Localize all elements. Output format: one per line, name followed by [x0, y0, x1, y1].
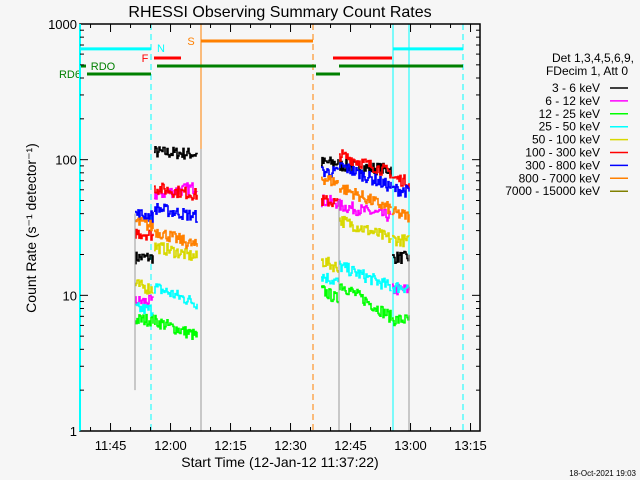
- series-3-segment-1: [154, 283, 198, 310]
- series-7-segment-4: [392, 206, 410, 223]
- series-1-segment-1: [154, 182, 198, 200]
- axes: 11:45 12:00 12:15 12:30 12:45 13:00 13:15 1 10 10…: [48, 17, 487, 453]
- series-6-segment-0: [135, 209, 154, 224]
- y-tick-label: 1: [70, 424, 77, 439]
- legend-entry-label: 6 - 12 keV: [545, 94, 600, 108]
- series-5-segment-3: [339, 149, 392, 179]
- x-tick-label: 11:45: [95, 438, 127, 453]
- flag-label-rd6: RD6: [59, 69, 81, 81]
- flag-label-f: F: [142, 53, 149, 65]
- series-2-segment-1: [154, 314, 198, 341]
- series-0-segment-4: [392, 250, 410, 265]
- legend-entry-label: 100 - 300 keV: [525, 146, 600, 160]
- y-tick-label: 1000: [48, 17, 77, 32]
- x-tick-label: 13:15: [454, 438, 487, 453]
- series-0-segment-0: [135, 251, 154, 265]
- series-3-segment-3: [339, 260, 392, 292]
- flag-label-s: S: [187, 36, 194, 48]
- series-4-segment-0: [135, 279, 154, 295]
- x-tick-label: 12:30: [274, 438, 307, 453]
- series-7-segment-1: [154, 228, 198, 249]
- series-2-segment-2: [321, 285, 339, 304]
- series-3-segment-2: [321, 272, 339, 285]
- series-4-segment-1: [154, 242, 198, 261]
- y-axis-label: Count Rate (s⁻¹ detector⁻¹): [23, 143, 39, 313]
- series-6-segment-1: [154, 203, 198, 223]
- series-1-segment-3: [339, 198, 392, 222]
- series-5-segment-2: [321, 194, 339, 208]
- series-4-segment-3: [339, 215, 392, 243]
- legend-entry-label: 300 - 800 keV: [525, 158, 600, 172]
- plot-frame: [79, 23, 481, 432]
- legend-entry-label: 12 - 25 keV: [539, 107, 600, 121]
- series-2-segment-3: [339, 283, 392, 323]
- flag-label-rdo: RDO: [91, 61, 116, 73]
- legend-entry-label: 800 - 7000 keV: [519, 171, 600, 185]
- series-0-segment-1: [154, 146, 198, 160]
- series-6-segment-4: [392, 183, 410, 198]
- legend-entry-label: 3 - 6 keV: [552, 81, 600, 95]
- y-tick-label: 10: [63, 288, 77, 303]
- flag-bars: N S F RDO RD6: [59, 36, 463, 81]
- series-2-segment-4: [392, 314, 410, 327]
- series-7-segment-2: [321, 175, 339, 187]
- footer-timestamp: 18-Oct-2021 19:03: [569, 469, 636, 478]
- series-0-segment-2: [321, 156, 339, 167]
- series-6-segment-2: [321, 166, 339, 178]
- legend-header-decimation: FDecim 1, Att 0: [546, 64, 628, 78]
- series-4-segment-4: [392, 234, 410, 248]
- x-tick-label: 12:15: [214, 438, 247, 453]
- legend-entry-label: 7000 - 15000 keV: [505, 184, 600, 198]
- series-7-segment-0: [135, 217, 154, 232]
- series-5-segment-0: [135, 228, 154, 241]
- x-axis-label: Start Time (12-Jan-12 11:37:22): [181, 454, 378, 470]
- x-tick-label: 13:00: [394, 438, 427, 453]
- series-3-segment-4: [392, 282, 410, 294]
- vertical-markers: [79, 24, 464, 431]
- legend-header-detectors: Det 1,3,4,5,6,9,: [552, 51, 634, 65]
- x-tick-label: 12:00: [154, 438, 187, 453]
- y-tick-label: 100: [55, 153, 77, 168]
- legend-entry-label: 50 - 100 keV: [532, 133, 600, 147]
- flag-label-n: N: [157, 43, 165, 55]
- data-series: [134, 146, 410, 431]
- series-7-segment-3: [339, 184, 392, 215]
- series-2-segment-0: [135, 313, 154, 327]
- legend: Det 1,3,4,5,6,9, FDecim 1, Att 0 3 - 6 k…: [505, 51, 634, 198]
- chart-title: RHESSI Observing Summary Count Rates: [128, 4, 431, 21]
- series-4-segment-2: [321, 256, 339, 273]
- legend-entry-label: 25 - 50 keV: [539, 120, 600, 134]
- series-5-segment-1: [154, 182, 198, 201]
- x-tick-label: 12:45: [334, 438, 367, 453]
- series-6-segment-3: [339, 162, 392, 192]
- series-3-segment-0: [135, 302, 154, 317]
